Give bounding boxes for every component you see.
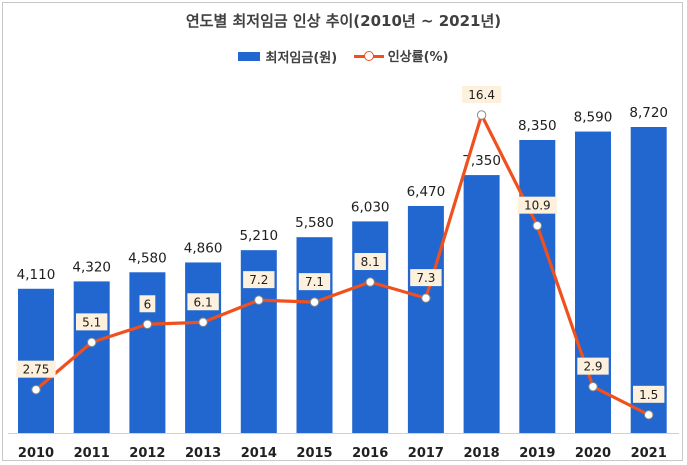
bar-2018: [463, 175, 500, 433]
chart-frame: [2, 2, 683, 461]
rate-label-box: [187, 293, 219, 311]
x-tick-label: 2017: [408, 446, 444, 461]
rate-value-label: 7.2: [249, 273, 268, 287]
bar-value-label: 5,580: [295, 215, 334, 231]
rate-value-label: 2.9: [583, 360, 602, 374]
x-tick-label: 2013: [185, 446, 221, 461]
legend-label-wage: 최저임금(원): [265, 50, 338, 66]
bar-value-label: 8,350: [518, 118, 557, 134]
bar-value-label: 4,110: [17, 267, 56, 283]
bar-value-label: 4,320: [72, 259, 111, 275]
x-tick-label: 2021: [631, 446, 667, 461]
bar-2013: [185, 262, 222, 433]
x-tick-label: 2012: [129, 446, 165, 461]
rate-label-box: [243, 271, 275, 289]
rate-point-2020: [588, 381, 598, 392]
rate-label-box: [462, 86, 502, 103]
chart-title: 연도별 최저임금 인상 추이(2010년 ~ 2021년): [185, 12, 502, 30]
legend-item-wage: 최저임금(원): [238, 47, 337, 66]
rate-line: [34, 113, 650, 417]
rate-value-label: 7.1: [305, 275, 324, 289]
x-tick-label: 2010: [18, 446, 54, 461]
x-tick-label: 2016: [352, 446, 388, 461]
x-tick-label: 2011: [74, 446, 110, 461]
legend-line-swatch: [353, 50, 384, 61]
bar-value-label: 7,350: [462, 153, 501, 169]
rate-label-box: [298, 273, 331, 291]
bar-value-label: 8,720: [629, 105, 668, 121]
legend-bar-swatch: [238, 51, 261, 61]
rate-value-label: 7.3: [416, 271, 435, 285]
legend-item-rate: 인상률(%): [353, 46, 449, 65]
rate-label-box: [76, 313, 108, 331]
rate-label-box: [139, 295, 156, 313]
bar-value-label: 4,580: [128, 250, 167, 266]
rate-point-2013: [198, 317, 208, 327]
rate-value-label: 2.75: [23, 363, 50, 377]
bar-2011: [73, 281, 110, 433]
rate-value-label: 8.1: [361, 255, 380, 269]
bar-2021: [630, 127, 667, 433]
bar-2019: [519, 139, 556, 433]
bar-2015: [296, 237, 333, 433]
x-tick-label: 2018: [464, 446, 500, 461]
rate-value-label: 6.1: [194, 295, 213, 309]
legend-label-rate: 인상률(%): [387, 50, 449, 65]
rate-value-label: 5.1: [82, 315, 101, 329]
rate-point-2010: [31, 384, 41, 395]
x-tick-label: 2019: [519, 446, 555, 461]
rate-point-2019: [532, 220, 542, 231]
rate-value-label: 6: [144, 297, 152, 311]
rate-point-2017: [421, 293, 431, 303]
x-tick-label: 2015: [296, 446, 332, 461]
bar-value-label: 8,590: [574, 110, 613, 126]
rate-point-2018: [476, 110, 487, 120]
rate-label-box: [16, 360, 56, 378]
rate-point-2021: [644, 410, 654, 420]
bar-value-label: 6,470: [407, 184, 446, 200]
rate-label-box: [517, 196, 557, 214]
x-tick-label: 2014: [241, 446, 277, 461]
rate-point-2014: [254, 295, 264, 305]
x-tick-label: 2020: [575, 446, 611, 461]
bar-value-label: 5,210: [239, 228, 278, 244]
rate-value-label: 1.5: [639, 388, 658, 402]
rate-value-label: 10.9: [524, 199, 551, 213]
bar-2017: [407, 205, 444, 433]
bar-value-label: 4,860: [184, 240, 223, 256]
rate-value-label: 16.4: [468, 88, 495, 102]
legend: 최저임금(원) 인상률(%): [0, 46, 687, 66]
rate-label-box: [410, 269, 442, 287]
rate-label-box: [577, 357, 609, 375]
rate-point-2011: [87, 337, 97, 348]
rate-point-2015: [309, 297, 320, 307]
bar-value-label: 6,030: [351, 199, 390, 215]
rate-point-2012: [142, 319, 153, 329]
rate-label-box: [633, 385, 665, 403]
rate-label-box: [354, 253, 386, 271]
rate-point-2016: [365, 277, 375, 287]
